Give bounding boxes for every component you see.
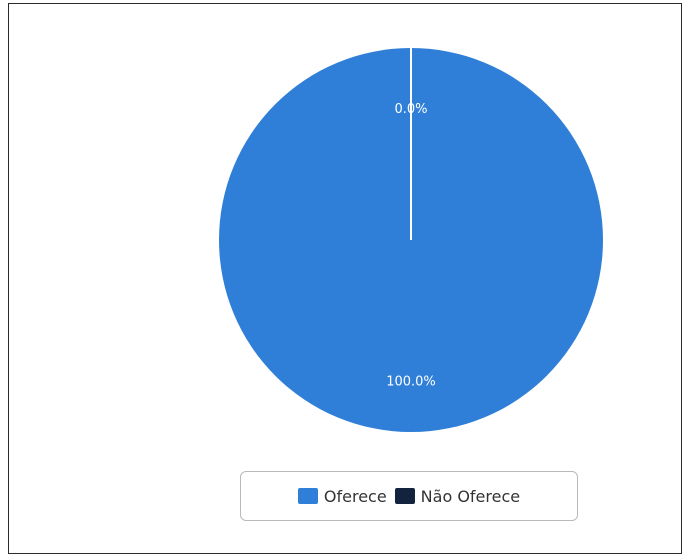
legend-item-oferece[interactable]: Oferece: [297, 486, 387, 506]
pie-label-nao-oferece: 0.0%: [394, 102, 427, 117]
legend-label-nao-oferece: Não Oferece: [420, 486, 521, 506]
legend-swatch-oferece: [297, 488, 318, 504]
legend-label-oferece: Oferece: [323, 486, 387, 506]
legend-swatch-nao-oferece: [394, 488, 415, 504]
pie-labels-group: 100.0% 0.0%: [386, 102, 436, 390]
legend-item-nao-oferece[interactable]: Não Oferece: [394, 486, 521, 506]
pie-slices-group: [219, 48, 603, 432]
legend: Oferece Não Oferece: [240, 471, 578, 521]
pie-label-oferece: 100.0%: [386, 375, 436, 390]
